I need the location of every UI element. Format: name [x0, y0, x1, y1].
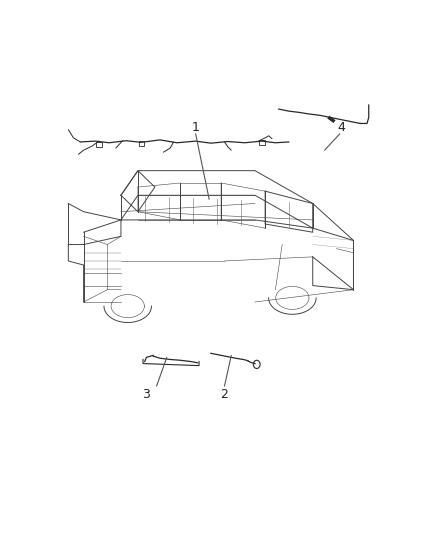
- Bar: [138, 141, 144, 146]
- Text: 3: 3: [142, 388, 150, 401]
- Text: 2: 2: [221, 388, 228, 401]
- Bar: [96, 142, 102, 147]
- Text: 1: 1: [192, 121, 200, 134]
- Bar: [259, 140, 265, 145]
- Text: 4: 4: [338, 121, 346, 134]
